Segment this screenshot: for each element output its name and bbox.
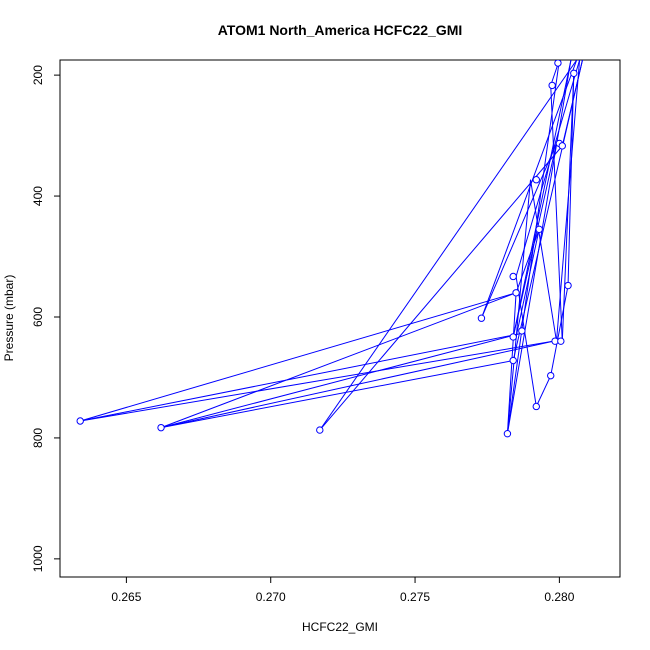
data-point — [509, 356, 517, 365]
series-line-segment — [160, 333, 520, 429]
y-axis-label: Pressure (mbar) — [2, 275, 16, 362]
series-line-segment — [160, 340, 554, 429]
data-point — [477, 314, 486, 322]
series-line-segment — [550, 285, 569, 376]
data-point — [558, 142, 566, 150]
series-line-segment — [506, 179, 532, 434]
data-point — [316, 426, 324, 434]
data-point — [532, 176, 540, 184]
data-point — [518, 327, 526, 335]
series-points — [76, 60, 578, 438]
series-line-segment — [550, 85, 563, 342]
series-line-segment — [319, 145, 563, 431]
plot-frame — [59, 59, 621, 578]
series-line-segment — [530, 179, 557, 342]
data-point — [512, 289, 520, 297]
series-line-segment — [515, 276, 537, 407]
data-point — [509, 333, 517, 341]
series-line-segment — [160, 292, 517, 429]
series-line-segment — [535, 375, 552, 407]
series-line-segment — [506, 60, 560, 434]
x-axis: 0.265 0.270 0.275 0.280 — [111, 577, 575, 604]
series-line-segment — [160, 360, 514, 429]
data-point — [557, 337, 565, 345]
x-tick-label: 0.275 — [400, 590, 430, 604]
y-tick-label: 600 — [31, 307, 45, 327]
data-point — [564, 281, 572, 290]
series-line-segment — [515, 229, 540, 293]
series-line-segment — [567, 73, 575, 286]
data-point — [554, 60, 562, 67]
series-line-segment — [515, 60, 581, 277]
y-axis: 200 400 600 800 1000 — [31, 65, 60, 572]
y-tick-label: 800 — [31, 428, 45, 448]
x-tick-label: 0.265 — [111, 590, 141, 604]
chart-title: ATOM1 North_America HCFC22_GMI — [218, 22, 463, 38]
data-point — [535, 225, 543, 234]
y-tick-label: 200 — [31, 65, 45, 85]
data-point — [157, 423, 165, 432]
series-line-segment — [80, 292, 517, 422]
data-point — [570, 69, 578, 78]
series-line-segment — [80, 340, 554, 422]
series-line-segment — [80, 333, 520, 422]
x-tick-label: 0.270 — [256, 590, 286, 604]
data-point — [509, 272, 517, 281]
data-point — [503, 429, 512, 438]
series-line-segment — [561, 73, 575, 342]
series-lines — [80, 60, 583, 434]
series-line-segment — [512, 60, 572, 338]
series-line-segment — [515, 229, 540, 338]
x-tick-label: 0.280 — [544, 590, 574, 604]
data-point — [76, 417, 84, 425]
series-line-segment — [319, 60, 578, 431]
y-tick-label: 1000 — [31, 545, 45, 572]
x-axis-label: HCFC22_GMI — [302, 620, 378, 634]
data-point — [532, 402, 540, 411]
data-point — [547, 371, 555, 380]
y-tick-label: 400 — [31, 186, 45, 206]
series-line-segment — [506, 60, 572, 434]
series-line-segment — [480, 60, 578, 319]
data-point — [548, 81, 556, 90]
